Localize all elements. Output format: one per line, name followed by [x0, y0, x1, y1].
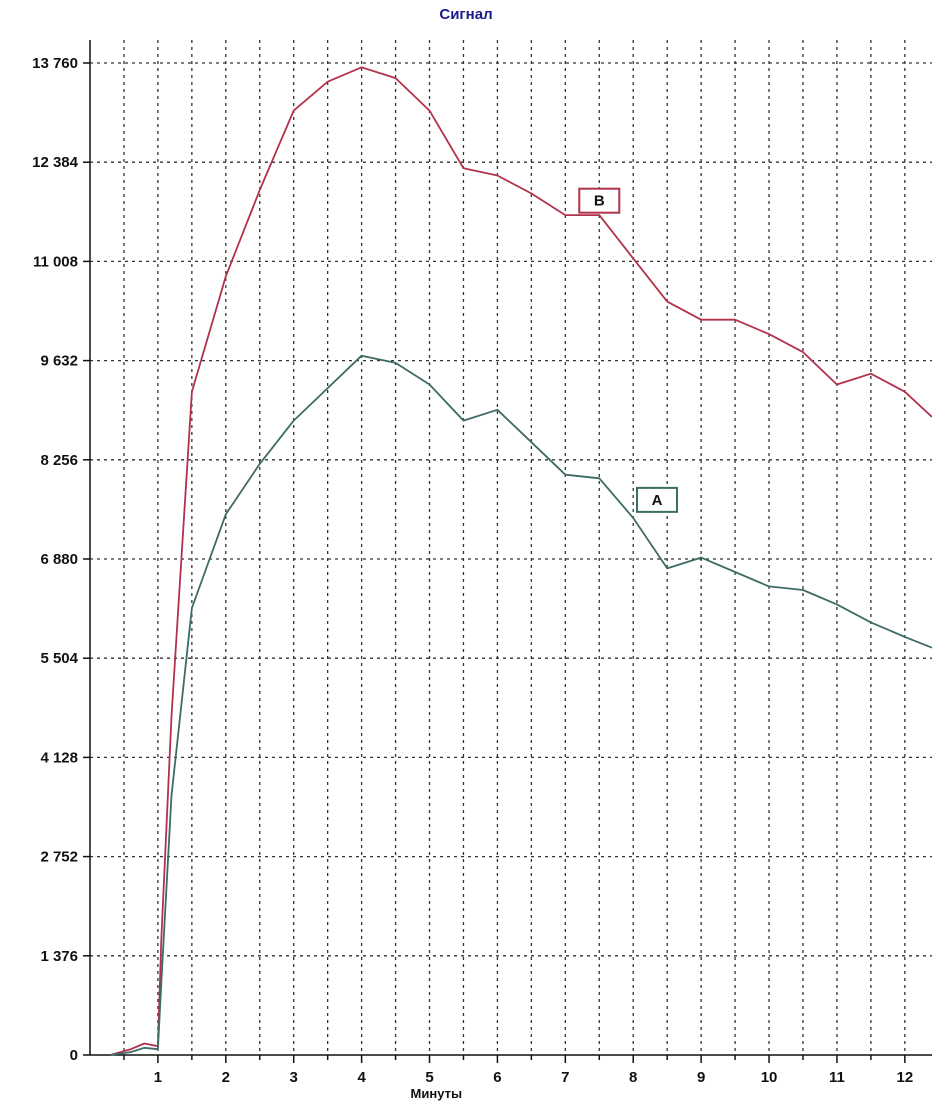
series-label-text: B — [594, 193, 605, 210]
x-tick-label: 9 — [697, 1069, 705, 1086]
chart-title: Сигнал — [439, 6, 493, 23]
x-tick-label: 12 — [896, 1069, 913, 1086]
series-label-b: B — [578, 187, 621, 214]
series-line-b — [110, 66, 932, 1056]
y-tick-label: 5 504 — [40, 650, 78, 667]
x-tick-label: 4 — [357, 1069, 366, 1086]
y-tick-label: 11 008 — [33, 253, 78, 270]
grid-lines — [90, 40, 932, 1055]
x-tick-label: 2 — [222, 1069, 230, 1086]
series-label-text: A — [652, 492, 663, 509]
axes — [89, 40, 932, 1056]
y-tick-label: 8 256 — [40, 452, 78, 469]
y-tick-label: 1 376 — [40, 948, 78, 965]
y-tick-label: 12 384 — [32, 154, 79, 171]
y-tick-labels: 0 1 376 2 752 4 128 5 504 6 880 8 256 9 632 11 0… — [32, 55, 90, 1064]
x-tick-label: 7 — [561, 1069, 569, 1086]
x-tick-label: 1 — [154, 1069, 162, 1086]
y-tick-label: 9 632 — [40, 353, 78, 370]
y-tick-label: 2 752 — [40, 849, 78, 866]
y-tick-label: 6 880 — [40, 551, 78, 568]
x-tick-label: 3 — [290, 1069, 298, 1086]
x-tick-label: 11 — [829, 1069, 845, 1086]
x-tick-labels: 1 2 3 4 5 6 7 8 9 10 11 12 — [123, 1055, 913, 1086]
series-labels: BA — [578, 187, 678, 513]
x-tick-label: 5 — [425, 1069, 433, 1086]
series-label-a: A — [635, 486, 678, 513]
x-axis-title: Минуты — [411, 1086, 463, 1101]
series-label-box — [578, 187, 621, 214]
y-tick-label: 13 760 — [32, 55, 78, 72]
x-tick-label: 8 — [629, 1069, 637, 1086]
series-lines — [110, 66, 932, 1056]
y-tick-label: 0 — [70, 1047, 78, 1064]
series-line-a — [110, 354, 932, 1056]
series-label-box — [635, 486, 678, 513]
x-tick-label: 6 — [493, 1069, 501, 1086]
x-tick-label: 10 — [761, 1069, 778, 1086]
y-tick-label: 4 128 — [40, 749, 78, 766]
